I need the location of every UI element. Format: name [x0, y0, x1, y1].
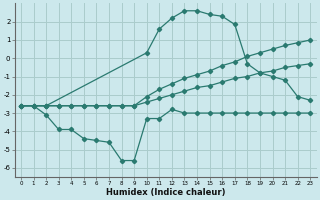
- X-axis label: Humidex (Indice chaleur): Humidex (Indice chaleur): [106, 188, 225, 197]
